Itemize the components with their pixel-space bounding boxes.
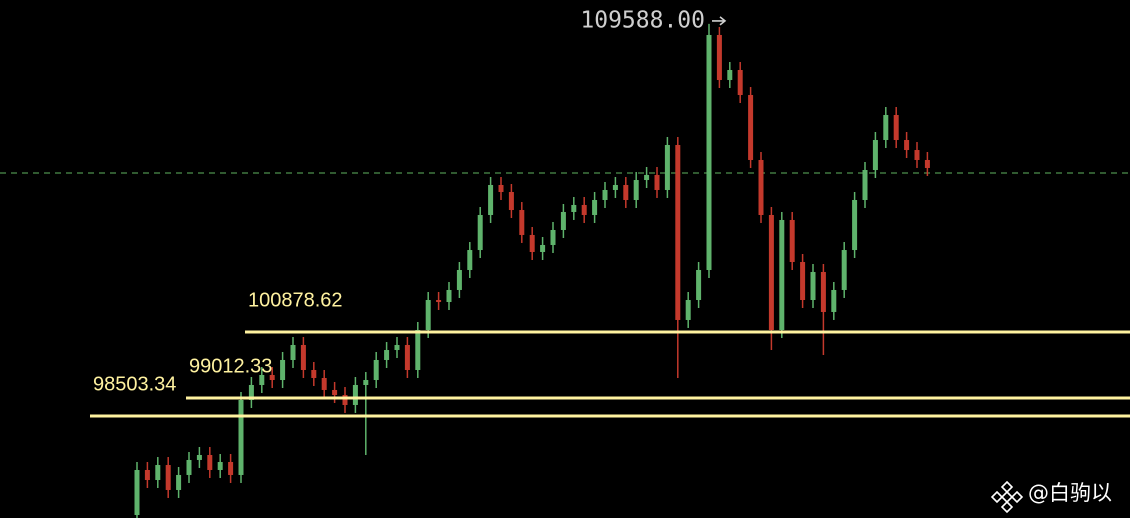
candle-body bbox=[488, 185, 494, 215]
candle-body bbox=[727, 70, 733, 81]
candle-body bbox=[685, 299, 691, 320]
candle-body bbox=[363, 380, 369, 385]
candle-body bbox=[924, 159, 930, 168]
candle-body bbox=[290, 344, 296, 360]
candle-body bbox=[228, 462, 234, 475]
candle-body bbox=[425, 299, 431, 330]
candle-body bbox=[550, 229, 556, 245]
candle-body bbox=[841, 250, 847, 290]
peak-label: 109588.00 bbox=[580, 7, 705, 33]
candle-body bbox=[675, 144, 681, 320]
candle-body bbox=[623, 185, 629, 200]
candle-body bbox=[893, 114, 899, 141]
candle-body bbox=[321, 377, 327, 390]
candle-body bbox=[612, 185, 618, 190]
level-label: 98503.34 bbox=[93, 373, 176, 395]
candle-body bbox=[280, 359, 286, 381]
candle-body bbox=[831, 289, 837, 312]
candle-body bbox=[820, 271, 826, 312]
plot: 100878.62 99012.33 98503.34 109588.00 bbox=[0, 7, 1130, 518]
watermark-icon bbox=[990, 480, 1024, 514]
candle-body bbox=[259, 374, 265, 385]
peak-arrow bbox=[712, 16, 727, 26]
candle-body bbox=[352, 384, 358, 405]
candle-body bbox=[134, 469, 140, 515]
candle-body bbox=[404, 344, 410, 370]
candle-body bbox=[186, 459, 192, 475]
candle-body bbox=[748, 95, 754, 160]
candle-body bbox=[904, 140, 910, 151]
candle-body bbox=[196, 455, 202, 460]
candle-body bbox=[207, 455, 213, 470]
candle-body bbox=[519, 210, 525, 235]
candle-body bbox=[300, 344, 306, 370]
candle-body bbox=[602, 189, 608, 200]
candle-body bbox=[436, 299, 442, 303]
candle-body bbox=[737, 70, 743, 96]
candle-body bbox=[529, 234, 535, 252]
watermark: @白驹以 bbox=[1028, 481, 1112, 505]
candle-body bbox=[914, 150, 920, 160]
candle-body bbox=[144, 469, 150, 481]
candle-body bbox=[217, 462, 223, 470]
candle-body bbox=[800, 262, 806, 300]
candle-body bbox=[716, 34, 722, 81]
candle-body bbox=[581, 204, 587, 215]
candle-body bbox=[165, 465, 171, 490]
candle-body bbox=[155, 465, 161, 481]
candle-body bbox=[779, 219, 785, 330]
level-label: 99012.33 bbox=[189, 355, 272, 377]
candle-body bbox=[467, 250, 473, 271]
candle-body bbox=[654, 174, 660, 190]
candle-body bbox=[768, 214, 774, 330]
candle-body bbox=[644, 174, 650, 181]
candle-body bbox=[373, 359, 379, 381]
candle-body bbox=[810, 271, 816, 300]
candle-body bbox=[311, 370, 317, 378]
candle-body bbox=[269, 374, 275, 381]
candle-body bbox=[696, 270, 702, 300]
candle-body bbox=[332, 389, 338, 396]
candle-body bbox=[883, 114, 889, 141]
candle-body bbox=[789, 219, 795, 263]
candle-body bbox=[456, 270, 462, 290]
candle-body bbox=[415, 329, 421, 370]
candle-body bbox=[560, 211, 566, 230]
candle-body bbox=[664, 144, 670, 190]
candle-body bbox=[592, 199, 598, 215]
candle-body bbox=[571, 204, 577, 212]
candle-body bbox=[248, 384, 254, 400]
candle-body bbox=[633, 180, 639, 200]
candle-body bbox=[862, 170, 868, 200]
candle-body bbox=[706, 34, 712, 271]
candle-body bbox=[758, 159, 764, 215]
candle-body bbox=[384, 350, 390, 360]
candle-body bbox=[342, 395, 348, 405]
level-label: 100878.62 bbox=[248, 289, 343, 311]
candle-body bbox=[852, 199, 858, 251]
candle-body bbox=[477, 214, 483, 251]
candle-body bbox=[508, 192, 514, 211]
candle-body bbox=[394, 344, 400, 351]
candle-body bbox=[238, 399, 244, 475]
candle-body bbox=[540, 244, 546, 252]
candle-body bbox=[176, 474, 182, 490]
candle-body bbox=[446, 289, 452, 303]
candle-body bbox=[498, 185, 504, 193]
candle-body bbox=[872, 140, 878, 171]
